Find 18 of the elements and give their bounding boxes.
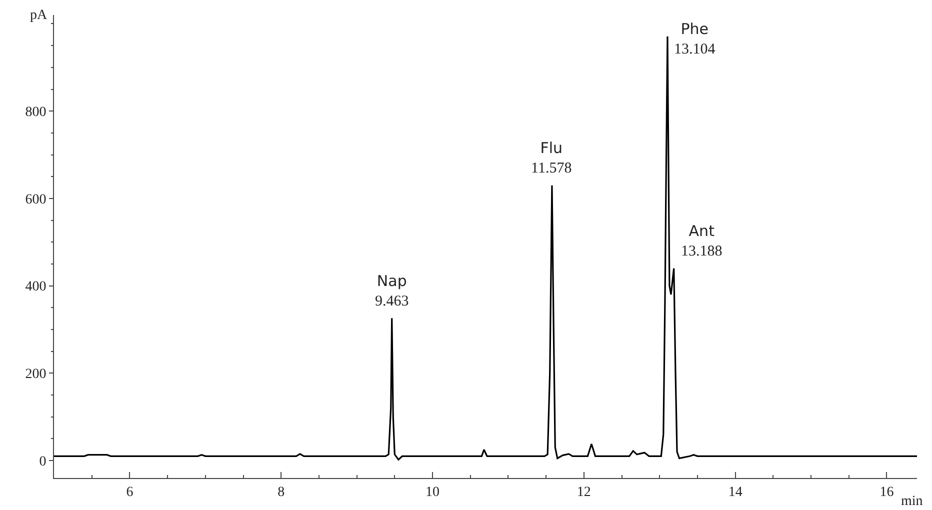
- y-tick-label: 200: [25, 367, 46, 382]
- x-tick-label: 16: [880, 484, 894, 500]
- x-tick-label: 8: [278, 484, 285, 500]
- annotation: Ant 13.188: [681, 222, 722, 260]
- line-series: [54, 36, 917, 460]
- x-axis-title: min: [901, 494, 923, 509]
- y-tick-label: 800: [25, 104, 46, 120]
- y-axis-title: pA: [30, 8, 48, 23]
- y-tick-label: 600: [25, 192, 46, 208]
- x-tick-label: 6: [126, 484, 134, 500]
- y-tick-label: 0: [39, 454, 46, 470]
- x-tick-label: 12: [576, 484, 591, 500]
- annotation: Phe 13.104: [674, 20, 716, 58]
- x-tick-label: 14: [728, 484, 742, 500]
- annotation: Flu 11.578: [531, 139, 572, 176]
- y-tick-label: 400: [25, 280, 46, 295]
- annotation: Nap 9.463: [375, 272, 409, 310]
- x-tick-label: 10: [426, 484, 440, 500]
